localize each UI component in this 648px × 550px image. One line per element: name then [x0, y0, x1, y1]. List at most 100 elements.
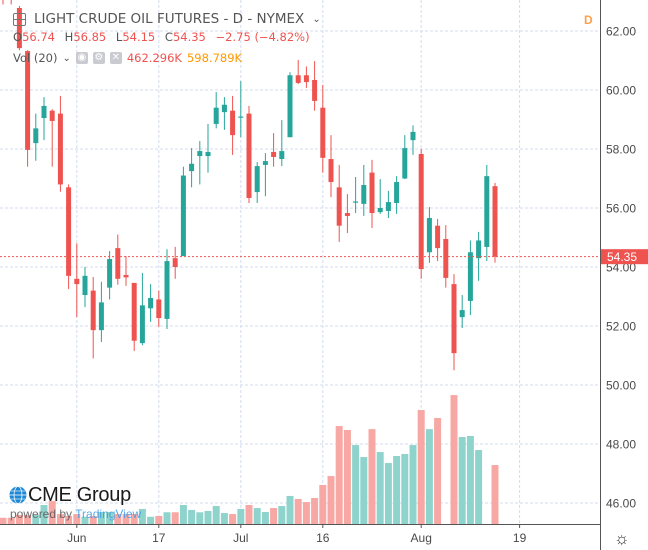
volume-bar [302, 502, 310, 524]
volume-label[interactable]: Vol (20) [13, 51, 58, 65]
candle [459, 295, 465, 329]
candle-body [115, 248, 121, 279]
candle [410, 125, 416, 155]
candle [295, 59, 301, 85]
candle [213, 92, 219, 129]
chevron-down-icon[interactable]: ⌄ [62, 52, 71, 64]
high-label: H [64, 30, 74, 44]
candle-body [271, 151, 277, 157]
candle [25, 50, 31, 167]
volume-bar [343, 429, 351, 524]
candle-body [459, 310, 465, 318]
volume-bar [15, 514, 23, 524]
volume-bar [458, 437, 466, 524]
candle-body [361, 184, 367, 204]
candle-body [66, 187, 72, 276]
candle-body [492, 186, 498, 257]
time-tick-label: Jul [233, 531, 248, 545]
candle-body [451, 284, 457, 354]
candle-body [394, 182, 400, 203]
volume-bar [163, 512, 171, 524]
volume-bar [475, 450, 483, 524]
volume-bar [114, 514, 122, 524]
volume-bar [138, 508, 146, 524]
candle-body [476, 240, 482, 259]
close-icon[interactable]: ✕ [109, 52, 122, 64]
price-tick-label: 60.00 [606, 84, 636, 98]
price-tick-label: 46.00 [606, 497, 636, 511]
candle [287, 72, 293, 138]
candle-body [484, 176, 490, 247]
candle-body [467, 252, 473, 301]
volume-bar [335, 426, 343, 524]
volume-bar [401, 453, 409, 524]
candle [189, 148, 195, 188]
candle-body [402, 148, 408, 179]
candle-body [246, 113, 252, 198]
eye-icon[interactable]: ◉ [75, 52, 88, 64]
candle-body [107, 259, 113, 288]
volume-bar [229, 514, 237, 524]
candle [10, 0, 12, 5]
volume-bar [434, 418, 442, 524]
volume-bar [368, 429, 376, 524]
volume-bar [73, 514, 81, 524]
powered-by-label: powered by [10, 507, 73, 521]
volume-bar [384, 463, 392, 524]
volume-bar [56, 514, 64, 524]
candle [33, 113, 39, 161]
symbol-title: LIGHT CRUDE OIL FUTURES - D - NYMEX [34, 11, 305, 27]
volume-bar [278, 506, 286, 524]
change-value: −2.75 (−4.82%) [215, 30, 310, 44]
candle-body [344, 213, 350, 216]
candle [131, 282, 137, 352]
candle [197, 141, 203, 185]
gear-icon[interactable]: ⚙ [92, 52, 105, 64]
candle-body [435, 225, 441, 249]
candle-body [164, 261, 170, 319]
candle-body [90, 290, 96, 331]
volume-bar [294, 499, 302, 524]
volume-bar [327, 476, 335, 524]
volume-bar [106, 512, 114, 524]
volume-bar [122, 514, 130, 524]
symbol-title-row[interactable]: LIGHT CRUDE OIL FUTURES - D - NYMEX ⌄ [13, 11, 321, 27]
candle [336, 164, 342, 242]
candle-body [180, 175, 186, 257]
price-axis[interactable]: 46.0048.0050.0052.0054.0056.0058.0060.00… [600, 0, 637, 550]
candle [115, 234, 121, 285]
volume-bar [376, 452, 384, 524]
candle-type-icon[interactable] [13, 12, 26, 26]
price-tick-label: 50.00 [606, 379, 636, 393]
volume-bar [237, 508, 245, 524]
candle [394, 176, 400, 214]
candle [123, 256, 129, 286]
volume-bar [0, 517, 7, 524]
volume-value: 462.296K [126, 51, 182, 65]
provider-link[interactable]: TradingView [75, 507, 142, 521]
candle-body [426, 218, 432, 253]
chevron-down-icon[interactable]: ⌄ [312, 13, 321, 25]
candle-body [254, 166, 260, 193]
candle-body [189, 163, 195, 172]
candle [246, 105, 252, 203]
volume-bar [24, 514, 32, 524]
time-axis[interactable]: Jun 17 Jul 16 Aug 19 [0, 524, 600, 545]
volume-bar [196, 512, 204, 524]
globe-icon [9, 486, 27, 504]
time-tick-label: 19 [513, 531, 527, 545]
open-label: O [13, 30, 23, 44]
volume-bar [261, 512, 269, 524]
candle [312, 61, 318, 111]
powered-by[interactable]: powered by TradingView [10, 507, 141, 521]
candle-body [385, 202, 391, 211]
volume-legend: Vol (20) ⌄ ◉ ⚙ ✕ 462.296K 598.789K [13, 51, 242, 65]
candle-body [230, 110, 236, 136]
volume-bar [409, 445, 417, 524]
candle-body [123, 274, 129, 278]
settings-gear-icon[interactable]: ☼ [614, 529, 630, 548]
volume-ma-value: 598.789K [186, 51, 243, 65]
volume-bar [40, 504, 48, 524]
candle [426, 207, 432, 263]
